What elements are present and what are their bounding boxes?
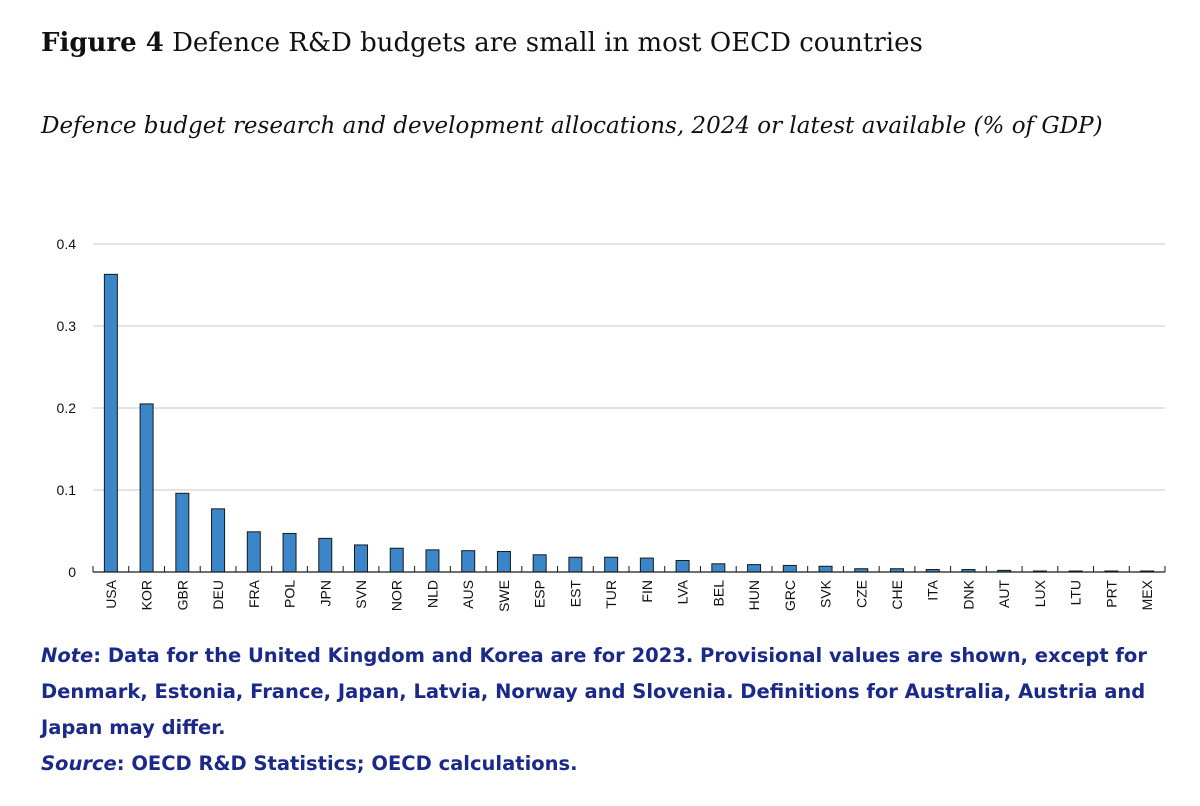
bar-svk <box>818 565 833 573</box>
bar-tur <box>604 556 619 573</box>
category-label: ITA <box>925 579 941 600</box>
category-label: FRA <box>246 579 262 608</box>
category-label: SVK <box>818 579 834 608</box>
bar-fra <box>246 531 261 573</box>
bar-lva <box>675 560 690 573</box>
category-label: ESP <box>532 580 548 608</box>
note-line: Note: Data for the United Kingdom and Ko… <box>41 638 1171 746</box>
bar-fin <box>639 557 654 573</box>
category-label: PRT <box>1103 580 1119 608</box>
category-label: LTU <box>1068 580 1084 605</box>
category-label: POL <box>282 580 298 608</box>
bar-jpn <box>318 537 333 573</box>
category-label: CHE <box>889 580 905 610</box>
category-label: GBR <box>174 580 190 610</box>
category-label: LVA <box>675 579 691 604</box>
notes-block: Note: Data for the United Kingdom and Ko… <box>41 638 1171 782</box>
category-label: TUR <box>603 580 619 609</box>
category-label: USA <box>103 579 119 608</box>
note-text: : Data for the United Kingdom and Korea … <box>41 644 1147 739</box>
figure-subtitle: Defence budget research and development … <box>41 113 1103 139</box>
bar-kor <box>139 403 154 573</box>
y-tick-label: 0.2 <box>57 400 77 416</box>
category-labels: USA KOR GBR DEU FRA POL JPN SVN NOR NLD AUS SWE ESP E… <box>103 579 1155 612</box>
category-label: GRC <box>782 580 798 611</box>
bar-gbr <box>175 492 190 573</box>
y-tick-label: 0.3 <box>57 318 77 334</box>
bar-est <box>568 556 583 573</box>
bar-nld <box>425 549 440 573</box>
figure-title-text: Defence R&D budgets are small in most OE… <box>172 28 923 58</box>
y-axis-ticks: 0 0.1 0.2 0.3 0.4 <box>57 236 77 580</box>
category-label: HUN <box>746 580 762 610</box>
category-label: AUT <box>996 580 1012 608</box>
bar-usa <box>103 273 118 573</box>
category-label: DEU <box>210 580 226 610</box>
bar-nor <box>389 547 404 573</box>
bars <box>103 273 1155 573</box>
category-label: BEL <box>710 580 726 607</box>
bar-deu <box>211 508 226 573</box>
bar-esp <box>532 554 547 573</box>
category-label: DNK <box>960 579 976 609</box>
figure-label: Figure 4 <box>41 28 164 58</box>
category-label: NOR <box>389 580 405 611</box>
gridlines <box>93 243 1165 491</box>
x-axis <box>92 566 1166 573</box>
bar-chart: 0 0.1 0.2 0.3 0.4 USA KOR GBR DEU FRA POL JPN SVN NO… <box>57 236 1166 612</box>
figure-title: Figure 4 Defence R&D budgets are small i… <box>41 28 923 58</box>
bar-grc <box>782 564 797 573</box>
source-line: Source: OECD R&D Statistics; OECD calcul… <box>41 746 1171 782</box>
category-label: LUX <box>1032 579 1048 607</box>
bar-bel <box>711 563 726 573</box>
category-label: EST <box>567 580 583 608</box>
y-tick-label: 0.4 <box>57 236 77 252</box>
source-text: : OECD R&D Statistics; OECD calculations… <box>116 752 578 775</box>
category-label: JPN <box>317 580 333 606</box>
note-label: Note <box>41 644 94 667</box>
bar-pol <box>282 532 297 573</box>
bar-svn <box>354 544 368 573</box>
bar-swe <box>496 551 511 573</box>
category-label: NLD <box>424 580 440 608</box>
source-label: Source <box>41 752 117 775</box>
category-label: KOR <box>139 580 155 610</box>
category-label: FIN <box>639 580 655 603</box>
y-tick-label: 0 <box>68 564 76 580</box>
bar-hun <box>747 564 762 573</box>
category-label: MEX <box>1139 579 1155 610</box>
category-label: CZE <box>853 580 869 608</box>
category-label: AUS <box>460 580 476 609</box>
category-label: SWE <box>496 580 512 612</box>
category-label: SVN <box>353 580 369 609</box>
bar-aus <box>461 550 476 573</box>
y-tick-label: 0.1 <box>57 482 77 498</box>
